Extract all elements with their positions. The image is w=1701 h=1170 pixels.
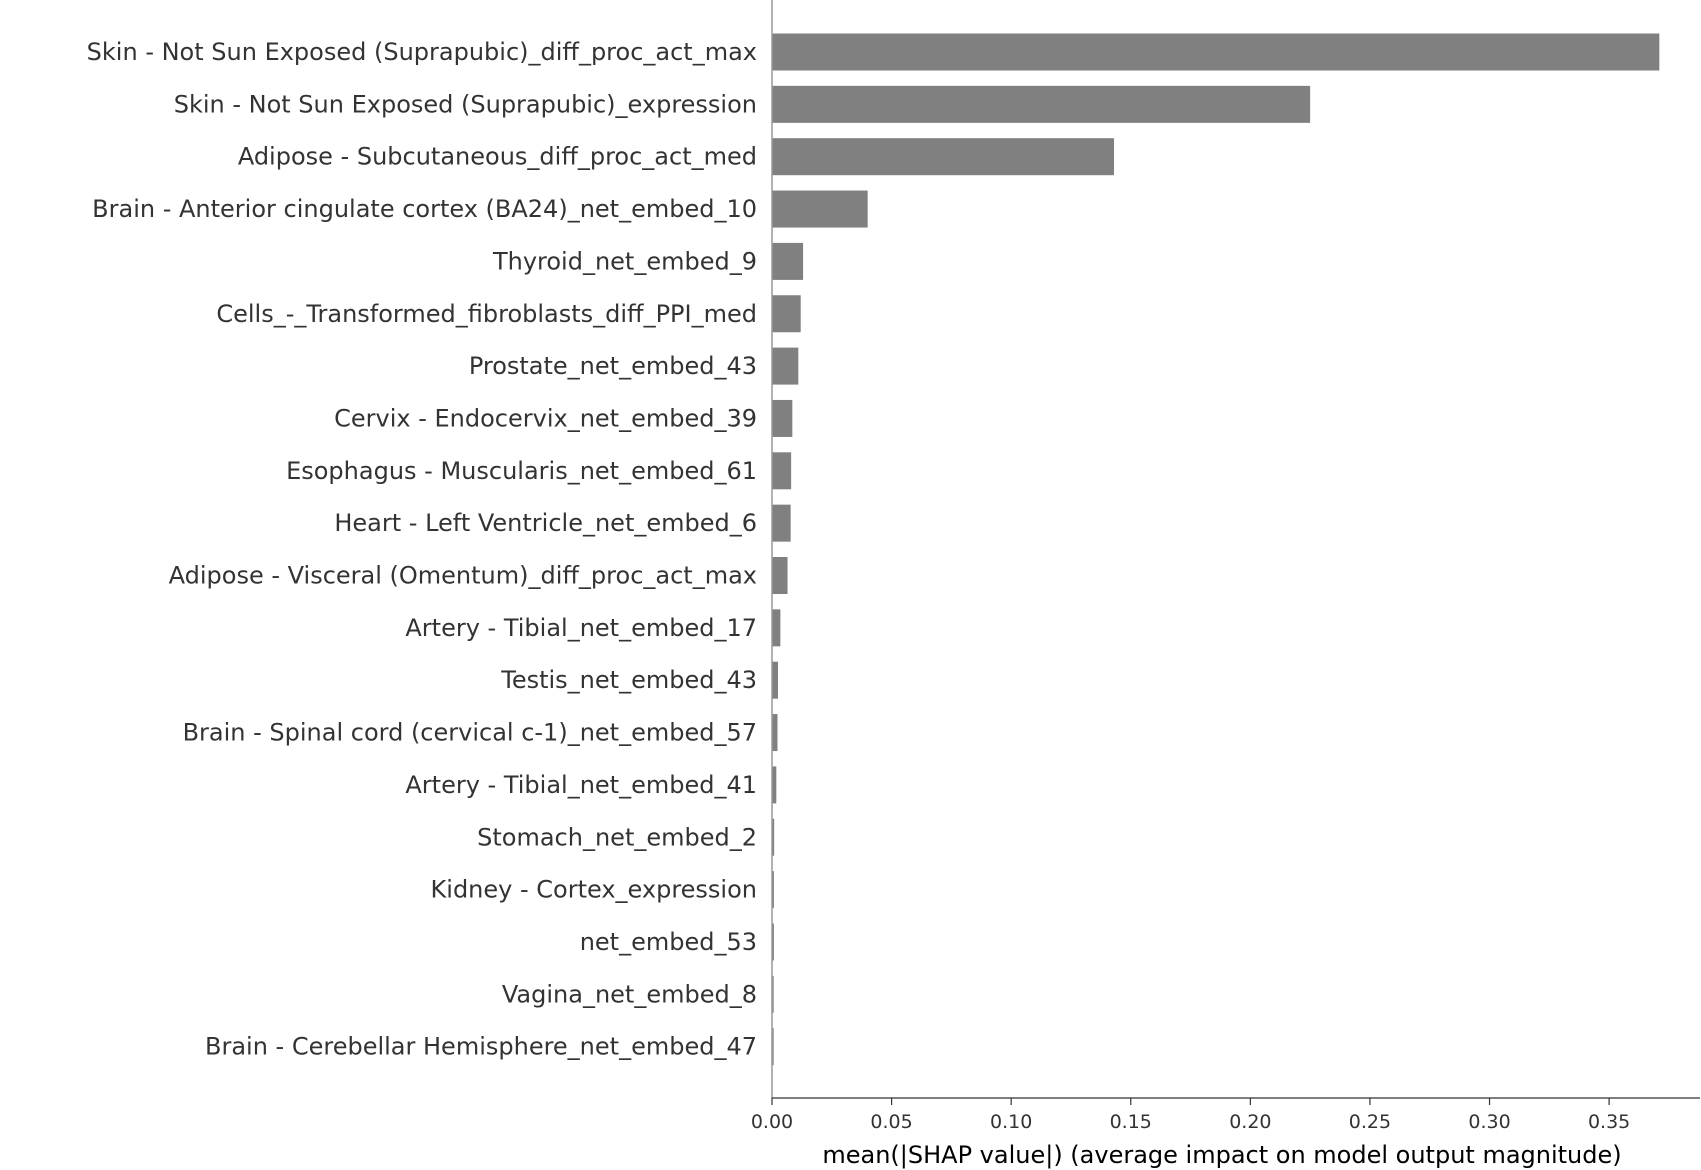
y-tick-label: Vagina_net_embed_8 — [502, 980, 757, 1008]
x-tick-label: 0.05 — [870, 1111, 912, 1133]
bar — [772, 399, 793, 437]
y-tick-label: Stomach_net_embed_2 — [477, 823, 757, 851]
y-tick-label: Cells_-_Transformed_fibroblasts_diff_PPI… — [216, 300, 757, 328]
y-tick-label: Brain - Anterior cingulate cortex (BA24)… — [92, 195, 757, 223]
bar — [772, 295, 801, 333]
bars-group — [772, 33, 1660, 1066]
y-tick-label: Testis_net_embed_43 — [500, 666, 757, 694]
y-tick-label: net_embed_53 — [580, 928, 757, 956]
y-tick-label: Skin - Not Sun Exposed (Suprapubic)_expr… — [174, 90, 757, 118]
y-tick-label: Adipose - Visceral (Omentum)_diff_proc_a… — [169, 562, 757, 590]
y-tick-labels: Skin - Not Sun Exposed (Suprapubic)_diff… — [87, 38, 757, 1061]
bar — [772, 557, 788, 594]
bar — [772, 609, 781, 647]
bar — [772, 452, 792, 490]
y-tick-label: Artery - Tibial_net_embed_41 — [405, 771, 757, 799]
y-tick-label: Artery - Tibial_net_embed_17 — [405, 614, 757, 642]
y-tick-label: Thyroid_net_embed_9 — [492, 247, 757, 275]
bar — [772, 871, 774, 909]
x-tick-label: 0.35 — [1588, 1111, 1630, 1133]
bar — [772, 190, 868, 228]
y-tick-label: Heart - Left Ventricle_net_embed_6 — [334, 509, 757, 537]
x-tick-label: 0.15 — [1110, 1111, 1152, 1133]
bar — [772, 1028, 774, 1066]
y-tick-label: Adipose - Subcutaneous_diff_proc_act_med — [238, 143, 757, 171]
x-ticks: 0.00 0.05 0.10 0.15 0.20 0.25 0.30 0.35 — [751, 1098, 1630, 1133]
bar — [772, 138, 1115, 176]
x-tick-label: 0.30 — [1468, 1111, 1510, 1133]
y-tick-label: Skin - Not Sun Exposed (Suprapubic)_diff… — [87, 38, 757, 66]
x-axis-title: mean(|SHAP value|) (average impact on mo… — [822, 1141, 1621, 1169]
bar — [772, 714, 778, 752]
y-tick-label: Prostate_net_embed_43 — [469, 352, 757, 380]
y-tick-label: Cervix - Endocervix_net_embed_39 — [334, 404, 757, 432]
x-tick-label: 0.25 — [1349, 1111, 1391, 1133]
y-tick-label: Kidney - Cortex_expression — [431, 876, 757, 904]
bar — [772, 504, 791, 542]
y-tick-label: Esophagus - Muscularis_net_embed_61 — [286, 457, 757, 485]
bar — [772, 661, 778, 699]
bar — [772, 975, 774, 1013]
x-tick-label: 0.00 — [751, 1111, 793, 1133]
y-tick-label: Brain - Spinal cord (cervical c-1)_net_e… — [183, 719, 757, 747]
bar — [772, 818, 775, 856]
y-tick-label: Brain - Cerebellar Hemisphere_net_embed_… — [205, 1033, 757, 1061]
x-tick-label: 0.10 — [990, 1111, 1032, 1133]
bar — [772, 766, 777, 804]
x-tick-label: 0.20 — [1229, 1111, 1271, 1133]
bar — [772, 85, 1311, 123]
bar — [772, 242, 804, 280]
bar — [772, 347, 799, 385]
bar — [772, 923, 774, 961]
bar — [772, 33, 1660, 71]
